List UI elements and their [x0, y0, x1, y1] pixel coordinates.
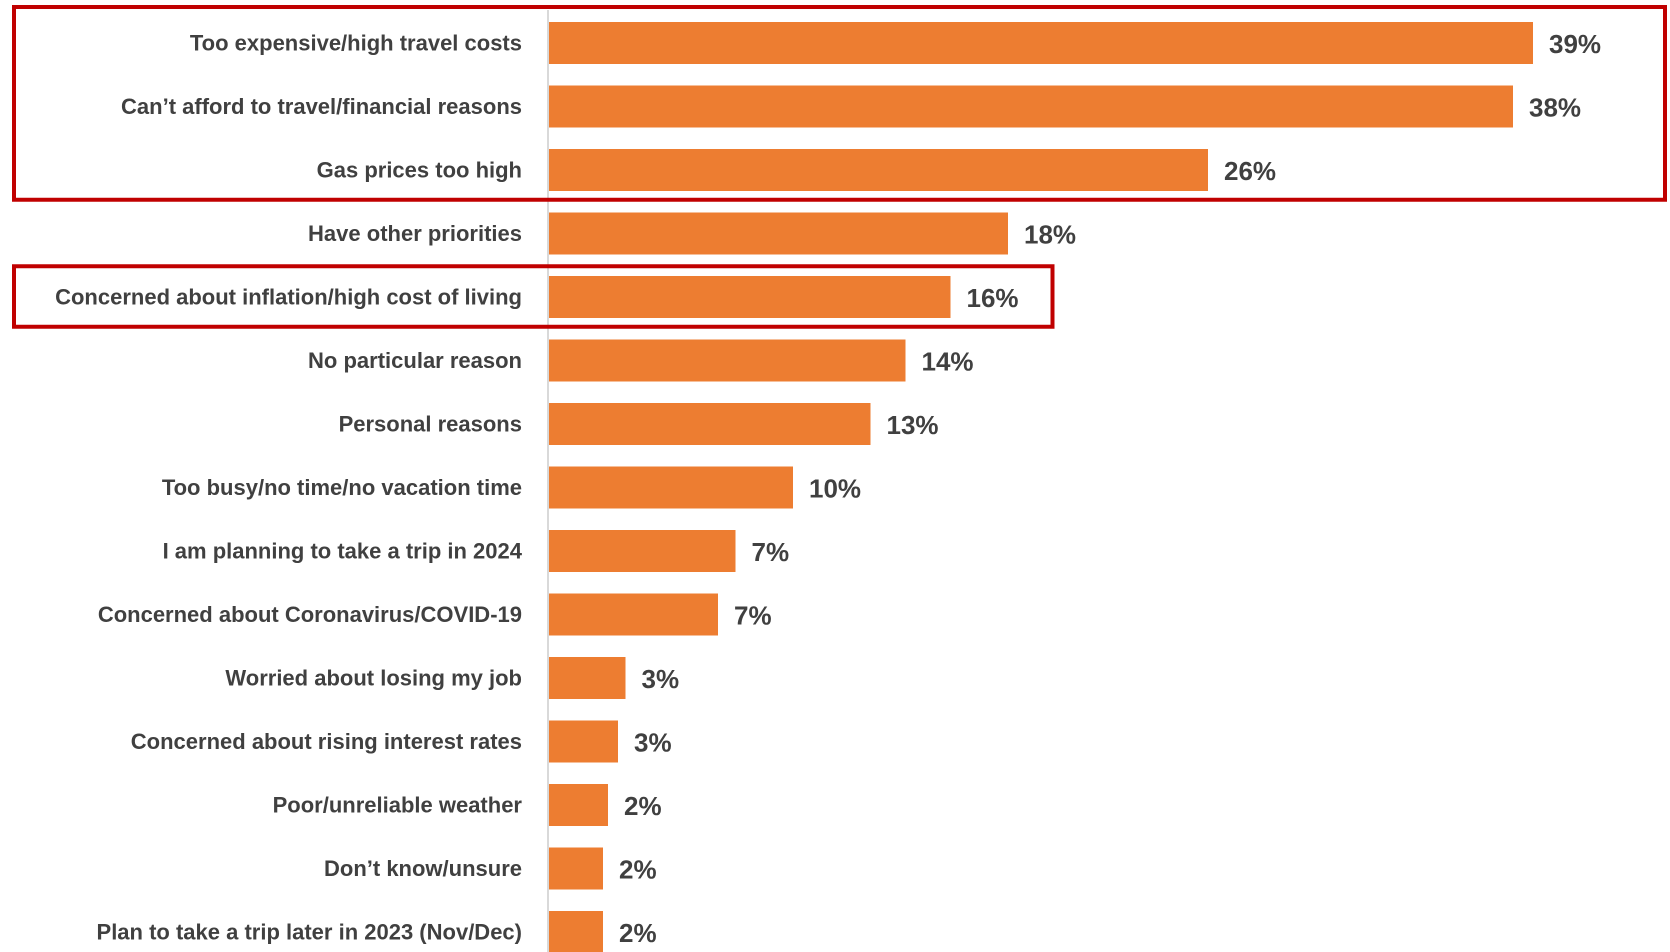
labels-layer: Too expensive/high travel costs 39% Can’t …	[55, 29, 1601, 948]
value-label: 3%	[634, 728, 672, 758]
value-label: 13%	[887, 410, 939, 440]
bar-have-other-priorities	[548, 212, 1008, 255]
category-label: Too expensive/high travel costs	[190, 31, 522, 56]
category-label: I am planning to take a trip in 2024	[163, 539, 523, 564]
category-label: No particular reason	[308, 348, 522, 373]
bar-too-expensive-high-travel-costs	[548, 22, 1533, 64]
value-label: 2%	[619, 855, 657, 885]
bar-poor-unreliable-weather	[548, 784, 608, 826]
value-label: 14%	[922, 347, 974, 377]
highlight-box	[12, 5, 1667, 202]
value-label: 7%	[752, 537, 790, 567]
value-label: 18%	[1024, 220, 1076, 250]
bar-concerned-about-rising-interest-rates	[548, 720, 618, 763]
category-label: Worried about losing my job	[225, 666, 522, 691]
value-label: 38%	[1529, 93, 1581, 123]
category-label: Poor/unreliable weather	[273, 793, 523, 818]
value-label: 2%	[624, 791, 662, 821]
bar-gas-prices-too-high	[548, 149, 1208, 191]
category-label: Concerned about inflation/high cost of l…	[55, 285, 522, 310]
bar-concerned-about-coronavirus-covid-19	[548, 593, 718, 636]
bar-don-t-know-unsure	[548, 847, 603, 890]
category-label: Have other priorities	[308, 221, 522, 246]
category-label: Can’t afford to travel/financial reasons	[121, 94, 522, 119]
bar-concerned-about-inflation-high-cost-of-living	[548, 276, 951, 318]
bar-no-particular-reason	[548, 339, 906, 382]
bar-can-t-afford-to-travel-financial-reasons	[548, 85, 1513, 128]
category-label: Personal reasons	[339, 412, 522, 437]
value-label: 39%	[1549, 29, 1601, 59]
category-label: Plan to take a trip later in 2023 (Nov/D…	[97, 920, 522, 945]
value-label: 2%	[619, 918, 657, 948]
value-label: 16%	[967, 283, 1019, 313]
bar-plan-to-take-a-trip-later-in-2023-nov-dec	[548, 911, 603, 952]
bar-too-busy-no-time-no-vacation-time	[548, 466, 793, 509]
category-label: Concerned about rising interest rates	[131, 729, 522, 754]
category-label: Gas prices too high	[317, 158, 522, 183]
bars-layer	[548, 22, 1533, 952]
bar-worried-about-losing-my-job	[548, 657, 626, 699]
bar-i-am-planning-to-take-a-trip-in-2024	[548, 530, 736, 572]
value-label: 7%	[734, 601, 772, 631]
bar-personal-reasons	[548, 403, 871, 445]
value-label: 3%	[642, 664, 680, 694]
highlight-boxes-layer	[12, 5, 1667, 329]
value-label: 10%	[809, 474, 861, 504]
category-label: Concerned about Coronavirus/COVID-19	[98, 602, 522, 627]
category-label: Too busy/no time/no vacation time	[162, 475, 522, 500]
category-label: Don’t know/unsure	[324, 856, 522, 881]
highlight-box	[12, 264, 1055, 329]
value-label: 26%	[1224, 156, 1276, 186]
